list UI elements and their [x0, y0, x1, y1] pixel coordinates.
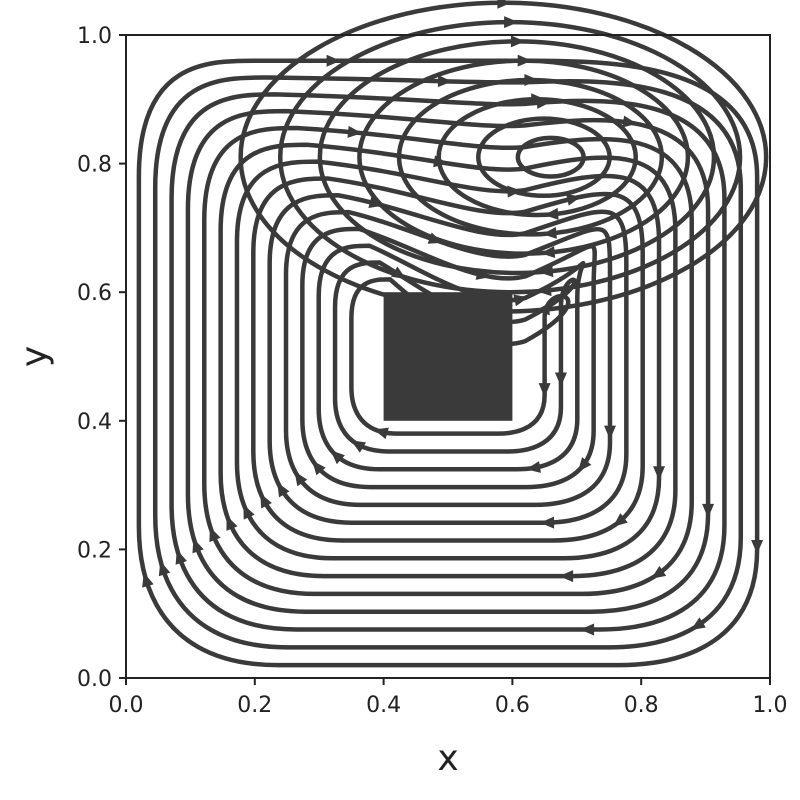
- flow-arrow: [690, 617, 706, 630]
- flow-arrow: [540, 246, 556, 259]
- vortex-streamline: [317, 39, 717, 276]
- flow-arrow: [497, 0, 512, 9]
- flow-arrow: [507, 185, 522, 198]
- y-tick-label: 0.6: [77, 281, 112, 306]
- streamline: [169, 92, 727, 632]
- flow-arrow: [603, 425, 616, 440]
- square-obstacle: [383, 292, 513, 421]
- flow-arrow: [566, 193, 582, 206]
- x-tick-label: 0.2: [237, 693, 272, 718]
- flow-arrow: [613, 513, 628, 527]
- flow-arrow: [538, 265, 554, 278]
- streamline: [136, 58, 760, 668]
- vortex-streamline: [238, 0, 769, 314]
- flow-arrow: [277, 482, 290, 498]
- vortex-streamline: [396, 77, 665, 237]
- flow-arrow: [175, 549, 187, 565]
- flow-arrow: [330, 450, 345, 465]
- streamline: [218, 142, 678, 579]
- flow-arrow: [577, 457, 592, 472]
- flow-arrow: [513, 294, 529, 307]
- streamline: [283, 209, 613, 508]
- streamlines-group: [136, 0, 769, 668]
- y-tick-label: 0.0: [77, 667, 112, 692]
- flow-arrow: [390, 266, 406, 280]
- x-tick-label: 0.6: [495, 693, 530, 718]
- flow-arrow: [368, 196, 384, 208]
- y-tick-label: 0.8: [77, 153, 112, 178]
- flow-arrow: [373, 427, 389, 440]
- flow-arrow: [538, 383, 551, 398]
- x-tick-label: 1.0: [753, 693, 788, 718]
- streamline: [316, 243, 586, 472]
- x-axis-label: x: [437, 738, 458, 779]
- flow-arrow: [653, 466, 666, 481]
- flow-arrow: [294, 471, 308, 487]
- streamline: [267, 193, 629, 525]
- flow-arrow: [433, 155, 448, 168]
- flow-arrow: [243, 504, 255, 520]
- vortex-streamline: [436, 97, 638, 218]
- flow-arrow: [350, 440, 367, 453]
- flow-arrow: [540, 516, 555, 529]
- streamline: [185, 108, 711, 614]
- y-tick-label: 0.2: [77, 538, 112, 563]
- y-tick-label: 0.4: [77, 410, 112, 435]
- flow-arrow: [544, 207, 559, 220]
- flow-arrow: [504, 16, 519, 29]
- streamline: [251, 176, 645, 543]
- flow-arrow: [510, 35, 525, 48]
- streamline: [349, 277, 571, 436]
- flow-arrow: [751, 539, 764, 554]
- flow-arrow: [535, 303, 550, 316]
- plot-frame: [125, 34, 771, 679]
- flow-arrow: [622, 115, 638, 128]
- flow-arrow: [651, 565, 667, 579]
- y-axis-ticks: 0.0 0.2 0.4 0.6 0.8 1.0: [77, 24, 126, 692]
- streamline: [234, 159, 662, 561]
- x-tick-label: 0.8: [624, 693, 659, 718]
- y-tick-label: 1.0: [77, 24, 112, 49]
- flow-arrow: [542, 226, 557, 239]
- flow-arrow: [192, 538, 204, 554]
- flow-arrow: [580, 623, 595, 636]
- flow-arrow: [702, 503, 715, 518]
- flow-arrow: [209, 526, 221, 543]
- flow-arrow: [142, 572, 154, 588]
- flow-arrow: [537, 284, 552, 297]
- flow-arrow: [475, 268, 491, 280]
- streamline: [332, 260, 577, 454]
- flow-arrow: [437, 75, 453, 88]
- flow-arrow: [554, 372, 567, 387]
- flow-arrow: [524, 73, 539, 86]
- flow-arrow: [326, 54, 341, 67]
- flow-arrow: [559, 570, 574, 583]
- flow-arrow: [517, 54, 532, 67]
- x-tick-label: 0.4: [366, 693, 401, 718]
- flow-arrows-group: [142, 0, 764, 636]
- flow-arrow: [312, 460, 326, 476]
- flow-arrow: [260, 493, 272, 509]
- flow-arrow: [526, 461, 541, 473]
- flow-arrow: [531, 93, 546, 106]
- vortex-streamline: [277, 19, 743, 295]
- x-tick-label: 0.0: [109, 693, 144, 718]
- flow-arrow: [158, 561, 171, 577]
- vortex-streamline: [515, 135, 586, 179]
- flow-arrow: [427, 232, 443, 244]
- x-axis-ticks: 0.0 0.2 0.4 0.6 0.8 1.0: [109, 678, 788, 718]
- y-axis-label: y: [14, 346, 55, 367]
- flow-arrow: [226, 515, 238, 531]
- flow-arrow: [347, 125, 362, 138]
- streamline: [202, 125, 694, 597]
